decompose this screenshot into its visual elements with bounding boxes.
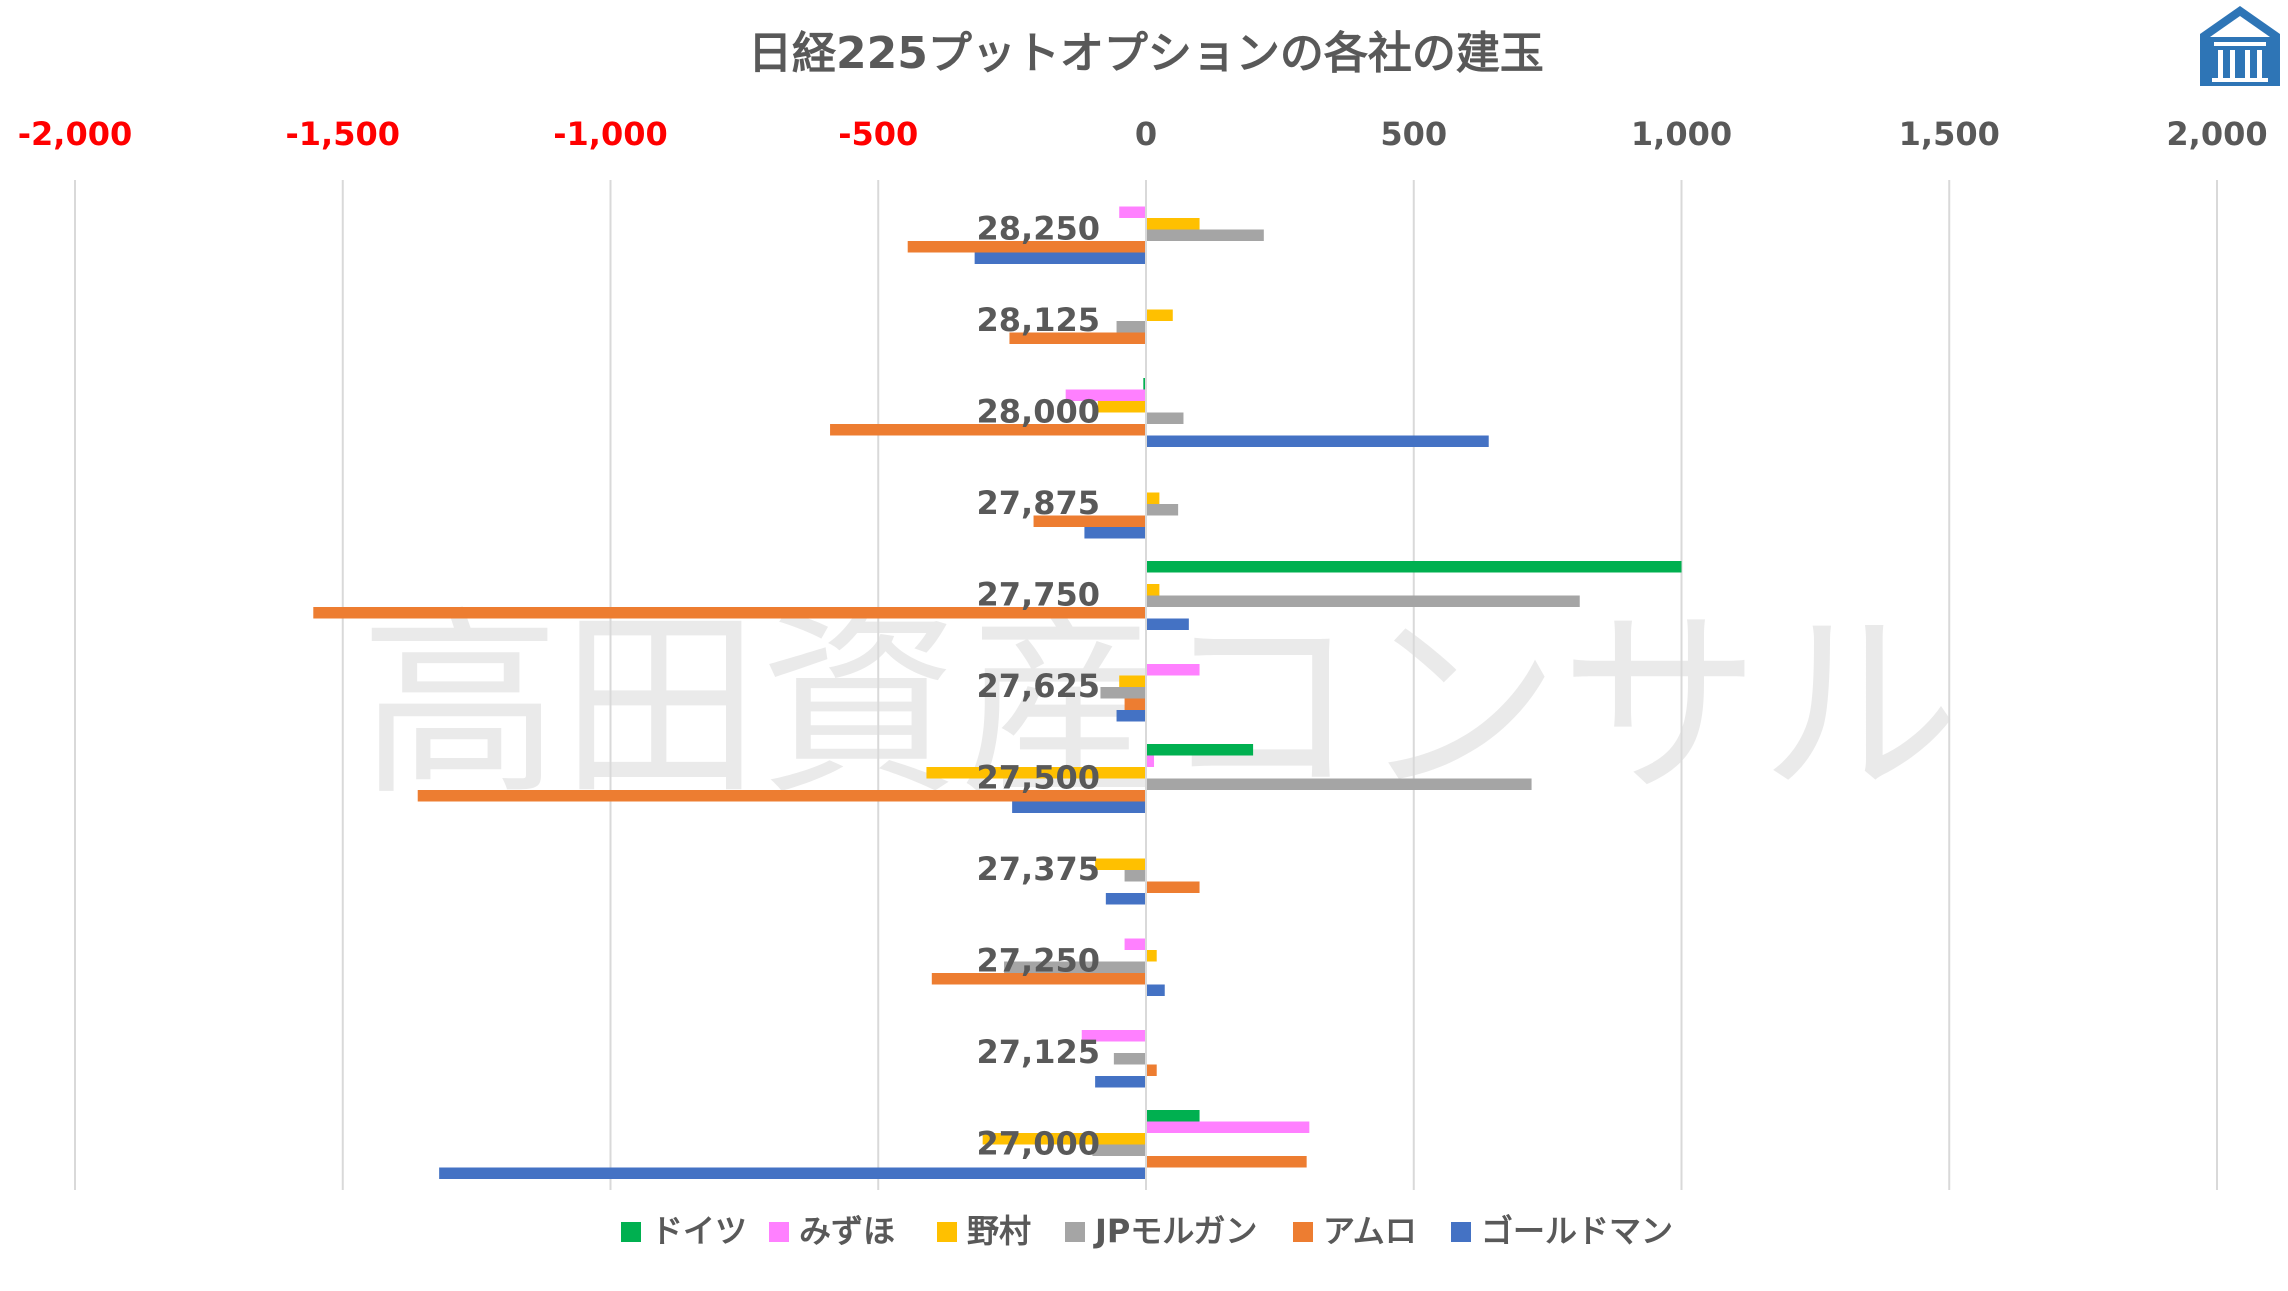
category-label: 27,750 — [977, 576, 1100, 614]
bar — [439, 1167, 1146, 1179]
x-tick-label: 2,000 — [2166, 115, 2267, 153]
x-tick-label: 1,500 — [1899, 115, 2000, 153]
bar — [1146, 492, 1160, 504]
bar — [1146, 881, 1200, 893]
bar — [1065, 389, 1146, 401]
bar — [830, 424, 1146, 436]
bar — [1146, 504, 1179, 516]
logo-icon — [2200, 6, 2280, 86]
category-label: 27,250 — [977, 942, 1100, 980]
legend-label: みずほ — [799, 1212, 895, 1250]
x-tick-label: -1,500 — [286, 115, 401, 153]
bar — [1113, 1053, 1146, 1065]
bar — [1004, 961, 1146, 973]
bar — [1146, 618, 1189, 630]
x-axis-ticks: -2,000 -1,500 -1,000 -500 0 500 1,000 1,500 2,00… — [18, 115, 2268, 153]
bar — [1146, 561, 1682, 573]
bar — [1012, 801, 1147, 813]
bar — [1116, 710, 1146, 722]
bar — [1105, 893, 1146, 905]
x-tick-label: -2,000 — [18, 115, 133, 153]
bar — [1095, 858, 1146, 870]
bar — [1146, 950, 1157, 962]
bar — [931, 973, 1146, 985]
bar — [1009, 332, 1146, 344]
category-label: 28,125 — [977, 301, 1100, 339]
bar — [1146, 1156, 1307, 1168]
bar — [907, 241, 1146, 253]
x-tick-label: -500 — [838, 115, 918, 153]
bar — [1143, 378, 1146, 390]
bar — [1146, 984, 1165, 996]
chart-title: 日経225プットオプションの各社の建玉 — [748, 28, 1544, 79]
legend: ドイツ みずほ 野村 JPモルガン アムロ ゴールドマン — [621, 1212, 1673, 1250]
bars — [313, 206, 1682, 1179]
category-label: 27,125 — [977, 1033, 1100, 1071]
category-label: 27,375 — [977, 850, 1100, 888]
bar — [1092, 1144, 1146, 1156]
legend-label: 野村 — [967, 1212, 1031, 1250]
category-label: 27,875 — [977, 484, 1100, 522]
bar — [926, 767, 1146, 779]
bar — [313, 607, 1146, 619]
bar — [1119, 206, 1146, 218]
bar — [1116, 321, 1146, 333]
bar — [1084, 527, 1146, 539]
x-tick-label: -1,000 — [553, 115, 668, 153]
category-label: 27,500 — [977, 759, 1100, 797]
bar — [1146, 1110, 1200, 1122]
bar — [1124, 938, 1146, 950]
x-tick-label: 1,000 — [1631, 115, 1732, 153]
category-label: 28,250 — [977, 210, 1100, 248]
legend-label: JPモルガン — [1093, 1212, 1257, 1250]
bar — [1146, 584, 1160, 596]
bar — [1146, 595, 1580, 607]
bar — [1146, 412, 1184, 424]
legend-swatch — [937, 1222, 957, 1242]
x-tick-label: 500 — [1380, 115, 1447, 153]
legend-swatch — [1065, 1222, 1085, 1242]
bar — [1146, 778, 1532, 790]
bar — [1100, 687, 1146, 699]
legend-swatch — [1293, 1222, 1313, 1242]
bar — [417, 790, 1147, 802]
category-labels: 28,250 28,125 28,000 27,875 27,750 27,625 27,5… — [977, 210, 1100, 1163]
bar — [1033, 515, 1146, 527]
bar — [1146, 218, 1200, 230]
legend-label: ゴールドマン — [1481, 1212, 1673, 1250]
bar — [1119, 675, 1146, 687]
bar — [1146, 435, 1489, 447]
bar — [1146, 744, 1254, 756]
bar — [1146, 755, 1155, 767]
bar — [1095, 1076, 1146, 1088]
legend-label: ドイツ — [651, 1212, 747, 1250]
bar — [1146, 664, 1200, 676]
legend-label: アムロ — [1323, 1212, 1417, 1250]
legend-swatch — [769, 1222, 789, 1242]
category-label: 28,000 — [977, 393, 1100, 431]
bar — [974, 252, 1146, 264]
legend-swatch — [1451, 1222, 1471, 1242]
category-label: 27,625 — [977, 667, 1100, 705]
bar — [982, 1133, 1146, 1145]
x-tick-label: 0 — [1135, 115, 1157, 153]
bar — [1124, 870, 1146, 882]
bar — [1124, 698, 1146, 710]
bar — [1146, 309, 1173, 321]
bar — [1081, 1030, 1146, 1042]
category-label: 27,000 — [977, 1125, 1100, 1163]
legend-swatch — [621, 1222, 641, 1242]
bar — [1146, 1121, 1310, 1133]
bar — [1146, 1064, 1157, 1076]
bar — [1097, 401, 1147, 413]
grid — [74, 180, 2218, 1190]
bar — [1146, 229, 1264, 241]
